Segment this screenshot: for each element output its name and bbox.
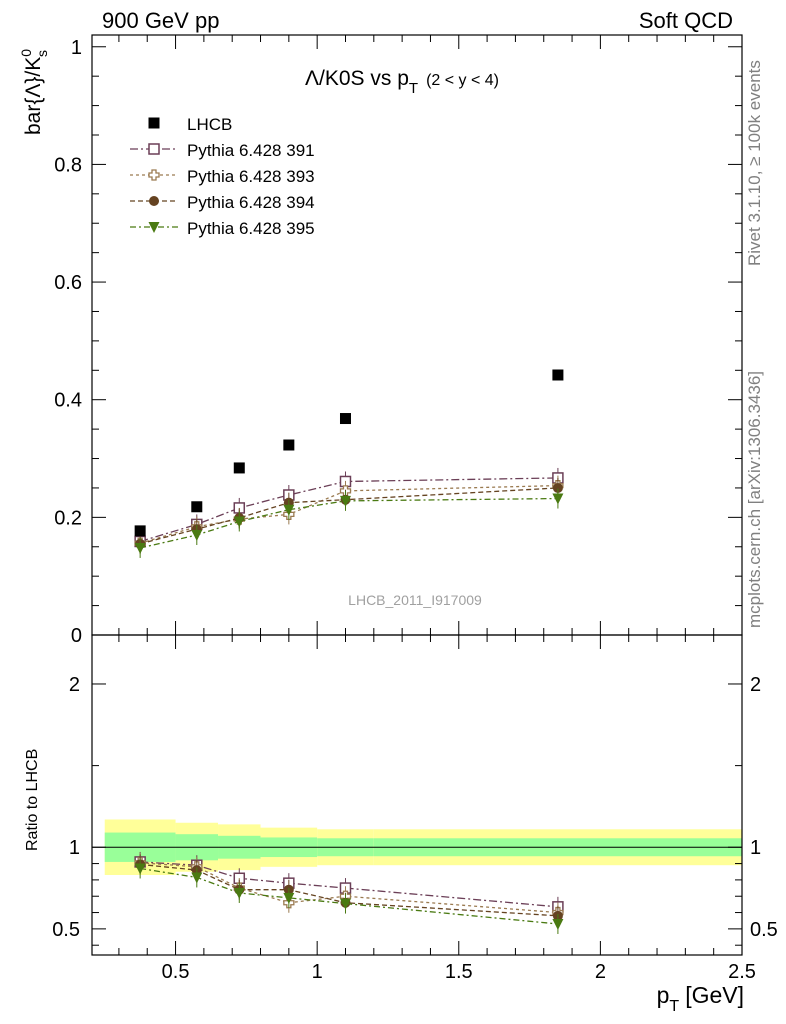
- data-point: [339, 413, 351, 425]
- series-point-top: [552, 493, 564, 505]
- y-tick-label-top: 0.6: [54, 272, 82, 294]
- series-line-ratio: [140, 861, 558, 908]
- series-line-top: [139, 484, 558, 544]
- chart-text: LHCB_2011_I917009 Λ/K0S vs pT (2 < y < 4)…: [18, 49, 744, 1015]
- series-line-top: [139, 487, 558, 545]
- legend-marker: [148, 222, 160, 233]
- series-point-ratio: [191, 872, 203, 884]
- legend-marker: [148, 169, 160, 181]
- data-point: [191, 501, 203, 513]
- series-point-top: [552, 482, 563, 493]
- series-line-ratio: [140, 863, 558, 917]
- legend-marker-data: [148, 117, 160, 129]
- y-tick-label-top: 0.2: [54, 507, 82, 529]
- legend-label: Pythia 6.428 394: [187, 193, 315, 212]
- x-tick-label: 1: [312, 961, 323, 983]
- data-point: [134, 525, 146, 537]
- title-main: Λ/K0S vs p: [305, 67, 409, 90]
- series-point-ratio: [283, 892, 295, 904]
- legend-label-data: LHCB: [187, 115, 232, 134]
- title-sub: T: [409, 80, 418, 97]
- legend-marker: [149, 196, 159, 206]
- y-tick-label-bottom: 2: [69, 674, 80, 696]
- y-axis-label-top: bar{Λ}/K0s: [18, 49, 50, 135]
- legend-label: Pythia 6.428 393: [187, 167, 315, 186]
- legend-marker: [148, 143, 160, 155]
- y-tick-label-top: 1: [71, 37, 82, 59]
- y-tick-label-bottom-right: 0.5: [750, 919, 778, 941]
- header-right: Soft QCD: [638, 8, 733, 33]
- data-point: [552, 369, 564, 381]
- watermark: LHCB_2011_I917009: [348, 592, 482, 608]
- y-axis-label-bottom: Ratio to LHCB: [24, 749, 41, 851]
- y-tick-label-bottom-right: 2: [750, 674, 761, 696]
- series-point-top: [339, 495, 351, 507]
- series-point-top: [233, 516, 245, 528]
- series-point-top: [283, 504, 295, 516]
- y-tick-label-bottom: 1: [69, 837, 80, 859]
- series-point-ratio: [339, 898, 351, 910]
- series-point-ratio: [233, 887, 245, 899]
- x-tick-label: 0.5: [162, 961, 190, 983]
- series-point-top: [191, 530, 203, 541]
- data-point: [283, 439, 295, 451]
- y-tick-label-bottom-right: 1: [750, 837, 761, 859]
- x-tick-label: 2.5: [728, 961, 756, 983]
- x-tick-label: 2: [595, 961, 606, 983]
- series-line-top: [140, 497, 558, 549]
- data-point: [233, 462, 245, 474]
- y-tick-label-bottom: 0.5: [52, 919, 80, 941]
- series-line-top: [139, 477, 558, 543]
- header-left: 900 GeV pp: [102, 8, 220, 33]
- legend-label: Pythia 6.428 395: [187, 219, 315, 238]
- title-range: (2 < y < 4): [426, 72, 499, 89]
- y-tick-label-top: 0.4: [54, 390, 82, 412]
- series-line-ratio: [140, 862, 558, 914]
- y-tick-label-top: 0.8: [54, 154, 82, 176]
- y-tick-label-top: 0: [71, 625, 82, 647]
- bottom-frame: [91, 634, 743, 956]
- x-axis-label: pT [GeV]: [657, 982, 744, 1015]
- series-line-ratio: [140, 867, 558, 925]
- legend: LHCB Pythia 6.428 391 Pythia 6.428 393 Pyth…: [130, 115, 315, 238]
- chart-title: Λ/K0S vs pT (2 < y < 4): [305, 67, 499, 97]
- series-point-top: [134, 542, 146, 554]
- series-point-ratio: [552, 918, 564, 930]
- series-point-ratio: [134, 863, 146, 875]
- x-tick-label: 1.5: [445, 961, 473, 983]
- legend-label: Pythia 6.428 391: [187, 141, 315, 160]
- axes: 0.5 1 1.5 2 2.5 0 0.2 0.4 0.6 0.8 1 0.5 0.5 1 1 2 2: [52, 34, 778, 983]
- series-layer: [134, 369, 564, 934]
